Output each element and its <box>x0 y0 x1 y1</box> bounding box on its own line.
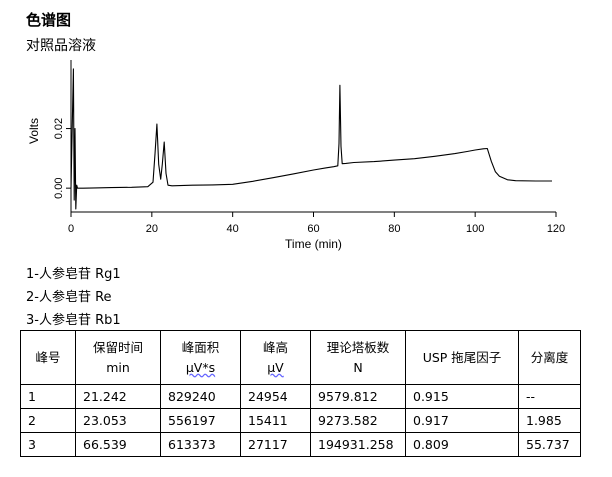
chart-subtitle: 对照品溶液 <box>26 38 96 54</box>
peak-list-item: 1-人参皂苷 Rg1 <box>26 267 121 282</box>
cell-resolution: -- <box>518 384 581 409</box>
cell-peak-height: 15411 <box>240 408 311 433</box>
x-tick-label: 100 <box>466 223 484 235</box>
table-header-row: 峰号 保留时间 min 峰面积 µV*s 峰高 µV 理论塔板数 N USP 拖尾因子 … <box>20 330 581 385</box>
cell-retention-time: 21.242 <box>75 384 161 409</box>
cell-resolution: 55.737 <box>518 432 581 457</box>
cell-peak-area: 829240 <box>160 384 241 409</box>
cell-peak-number: 1 <box>20 384 76 409</box>
cell-resolution: 1.985 <box>518 408 581 433</box>
cell-plate-count: 9579.812 <box>310 384 406 409</box>
peak-list: 1-人参皂苷 Rg1 2-人参皂苷 Re 3-人参皂苷 Rb1 <box>26 263 121 332</box>
cell-plate-count: 9273.582 <box>310 408 406 433</box>
peak-list-item: 2-人参皂苷 Re <box>26 290 112 305</box>
header-plate-count: 理论塔板数 N <box>310 330 406 385</box>
cell-tailing-factor: 0.917 <box>405 408 519 433</box>
cell-peak-area: 556197 <box>160 408 241 433</box>
peak-list-item: 3-人参皂苷 Rb1 <box>26 313 121 328</box>
cell-peak-area: 613373 <box>160 432 241 457</box>
x-tick-label: 0 <box>68 223 74 235</box>
x-tick-label: 40 <box>227 223 239 235</box>
peak-results-table: 峰号 保留时间 min 峰面积 µV*s 峰高 µV 理论塔板数 N USP 拖尾因子 … <box>20 330 581 457</box>
x-axis-label: Time (min) <box>285 237 342 251</box>
header-peak-area: 峰面积 µV*s <box>160 330 241 385</box>
cell-retention-time: 66.539 <box>75 432 161 457</box>
cell-peak-height: 24954 <box>240 384 311 409</box>
chart-title: 色谱图 <box>26 11 72 29</box>
chart-plot-area <box>70 68 552 210</box>
x-tick-label: 20 <box>146 223 158 235</box>
x-tick-label: 80 <box>388 223 400 235</box>
cell-retention-time: 23.053 <box>75 408 161 433</box>
x-tick-label: 120 <box>547 223 565 235</box>
header-peak-height: 峰高 µV <box>240 330 311 385</box>
cell-tailing-factor: 0.809 <box>405 432 519 457</box>
cell-peak-number: 2 <box>20 408 76 433</box>
cell-peak-height: 27117 <box>240 432 311 457</box>
table-row: 2 23.053 556197 15411 9273.582 0.917 1.985 <box>20 408 581 433</box>
y-axis-label: Volts <box>27 118 41 144</box>
header-peak-number: 峰号 <box>20 330 76 385</box>
chromatogram-chart: 0 20 40 60 80 100 120 0.00 0.02 Time (min) Volts <box>27 60 565 251</box>
chromatogram-trace <box>70 68 552 210</box>
cell-tailing-factor: 0.915 <box>405 384 519 409</box>
cell-plate-count: 194931.258 <box>310 432 406 457</box>
chart-axes: 0 20 40 60 80 100 120 0.00 0.02 Time (min) Volts <box>27 60 565 251</box>
header-resolution: 分离度 <box>518 330 581 385</box>
header-retention-time: 保留时间 min <box>75 330 161 385</box>
y-tick-label: 0.02 <box>53 118 65 139</box>
cell-peak-number: 3 <box>20 432 76 457</box>
table-row: 1 21.242 829240 24954 9579.812 0.915 -- <box>20 384 581 409</box>
header-tailing-factor: USP 拖尾因子 <box>405 330 519 385</box>
y-tick-label: 0.00 <box>53 177 65 198</box>
table-row: 3 66.539 613373 27117 194931.258 0.809 55.737 <box>20 432 581 457</box>
x-tick-label: 60 <box>307 223 319 235</box>
